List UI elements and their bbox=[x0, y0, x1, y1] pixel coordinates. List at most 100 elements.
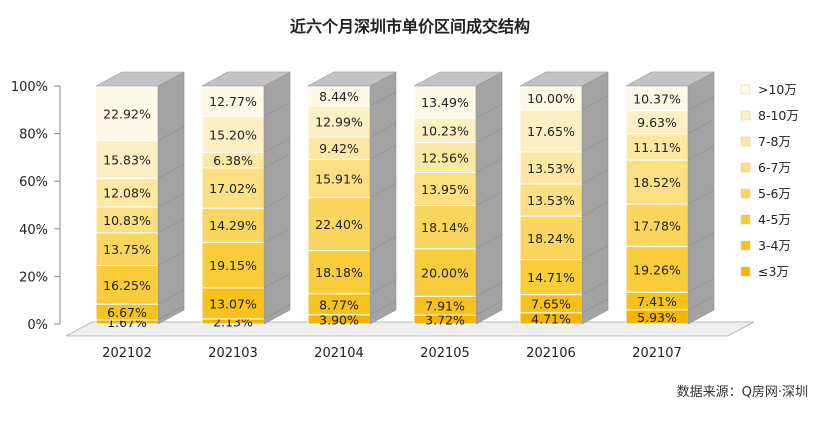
legend: >10万 8-10万 7-8万 6-7万 5-6万 4-5万 3-4万 ≤3万 bbox=[740, 82, 799, 279]
data-label: 3.72% bbox=[425, 313, 465, 328]
bar-top-face bbox=[95, 71, 185, 87]
legend-swatch bbox=[740, 84, 751, 95]
bar-stack-202107: 5.93%7.41% 19.26% 17.78% 18.52% 11.11% 9.63% 1… bbox=[625, 71, 715, 325]
source-note: 数据来源：Q房网·深圳 bbox=[677, 384, 808, 400]
bar-segment bbox=[95, 177, 159, 208]
y-tick-label: 40% bbox=[19, 223, 48, 238]
bar-segment bbox=[625, 159, 689, 205]
legend-label: 8-10万 bbox=[758, 108, 799, 123]
bar-segment bbox=[201, 241, 265, 289]
legend-label: 5-6万 bbox=[758, 186, 791, 201]
legend-swatch bbox=[740, 240, 751, 251]
bar-segment bbox=[519, 215, 583, 261]
y-tick-label: 60% bbox=[19, 175, 48, 190]
bar-segment bbox=[201, 85, 265, 117]
legend-label: 4-5万 bbox=[758, 212, 791, 227]
legend-item: >10万 bbox=[740, 82, 797, 97]
bar-segment bbox=[519, 151, 583, 185]
floor-plane bbox=[65, 321, 755, 337]
y-tick-label: 80% bbox=[19, 128, 48, 143]
y-axis: 0% 20% 40% 60% 80% 100% bbox=[11, 80, 61, 333]
y-tick-label: 20% bbox=[19, 270, 48, 285]
x-tick-label: 202104 bbox=[314, 346, 364, 361]
data-label: 18.14% bbox=[421, 220, 469, 235]
bar-top-face bbox=[201, 71, 291, 87]
data-label: 13.75% bbox=[103, 242, 151, 257]
data-label: 10.23% bbox=[421, 123, 469, 138]
legend-swatch bbox=[740, 110, 751, 121]
y-tick-label: 100% bbox=[11, 80, 48, 95]
data-label: 10.83% bbox=[103, 213, 151, 228]
bar-segment bbox=[413, 117, 477, 143]
bar-segment bbox=[201, 167, 265, 209]
data-label: 15.91% bbox=[315, 171, 363, 186]
data-label: 4.71% bbox=[531, 311, 571, 326]
x-tick-label: 202106 bbox=[526, 346, 576, 361]
data-label: 13.95% bbox=[421, 182, 469, 197]
data-label: 5.93% bbox=[637, 310, 677, 325]
bar-top-face bbox=[625, 71, 715, 87]
legend-swatch bbox=[740, 266, 751, 277]
data-label: 12.08% bbox=[103, 186, 151, 201]
bar-stack-202102: 1.67%6.67%16.25%13.75%10.83%12.08%15.83%… bbox=[95, 71, 185, 330]
data-label: 19.26% bbox=[633, 262, 681, 277]
data-label: 6.38% bbox=[213, 153, 253, 168]
data-label: 7.91% bbox=[425, 299, 465, 314]
data-label: 13.07% bbox=[209, 296, 257, 311]
data-label: 7.65% bbox=[531, 297, 571, 312]
bar-segment bbox=[625, 245, 689, 293]
data-label: 6.67% bbox=[107, 305, 147, 320]
data-label: 12.99% bbox=[315, 115, 363, 130]
bar-stack-202106: 4.71%7.65% 14.71% 18.24% 13.53% 13.53% 17.65%… bbox=[519, 71, 609, 326]
bar-top-face bbox=[307, 71, 397, 87]
data-label: 9.42% bbox=[319, 141, 359, 156]
bar-top-face bbox=[413, 71, 503, 87]
x-tick-label: 202102 bbox=[102, 346, 152, 361]
bar-top-face bbox=[519, 71, 609, 87]
legend-label: ≤3万 bbox=[758, 264, 789, 279]
legend-swatch bbox=[740, 162, 751, 173]
data-label: 15.83% bbox=[103, 152, 151, 167]
legend-item: 6-7万 bbox=[740, 160, 791, 175]
bar-segment bbox=[201, 115, 265, 154]
legend-item: 8-10万 bbox=[740, 108, 799, 123]
data-label: 7.41% bbox=[637, 294, 677, 309]
bar-stack-202103: 2.13%13.07%19.15%14.29%17.02%6.38%15.20%… bbox=[201, 71, 291, 329]
bar-segment bbox=[625, 85, 689, 112]
data-label: 14.29% bbox=[209, 218, 257, 233]
data-label: 8.44% bbox=[319, 89, 359, 104]
legend-swatch bbox=[740, 214, 751, 225]
legend-label: 6-7万 bbox=[758, 160, 791, 175]
data-label: 18.18% bbox=[315, 265, 363, 280]
y-tick-label: 0% bbox=[27, 318, 48, 333]
chart-title: 近六个月深圳市单价区间成交结构 bbox=[290, 17, 530, 36]
bar-segment bbox=[307, 250, 371, 295]
legend-swatch bbox=[740, 136, 751, 147]
data-label: 11.11% bbox=[633, 140, 681, 155]
data-label: 20.00% bbox=[421, 266, 469, 281]
data-label: 16.25% bbox=[103, 278, 151, 293]
bar-segment bbox=[307, 196, 371, 252]
data-label: 14.71% bbox=[527, 270, 575, 285]
data-label: 13.49% bbox=[421, 95, 469, 110]
x-tick-label: 202105 bbox=[420, 346, 470, 361]
data-label: 22.92% bbox=[103, 106, 151, 121]
x-axis-labels: 202102 202103 202104 202105 202106 202107 bbox=[102, 346, 682, 361]
bar-segment bbox=[413, 85, 477, 119]
bar-segment bbox=[201, 207, 265, 243]
chart-floor bbox=[65, 321, 755, 337]
data-label: 12.77% bbox=[209, 94, 257, 109]
x-tick-label: 202107 bbox=[632, 346, 682, 361]
legend-item: 3-4万 bbox=[740, 238, 791, 253]
legend-item: 4-5万 bbox=[740, 212, 791, 227]
data-label: 13.53% bbox=[527, 161, 575, 176]
data-label: 10.37% bbox=[633, 91, 681, 106]
data-label: 17.78% bbox=[633, 218, 681, 233]
legend-label: >10万 bbox=[758, 82, 797, 97]
data-label: 17.02% bbox=[209, 181, 257, 196]
legend-swatch bbox=[740, 188, 751, 199]
data-label: 13.53% bbox=[527, 193, 575, 208]
bar-segment bbox=[95, 85, 159, 142]
